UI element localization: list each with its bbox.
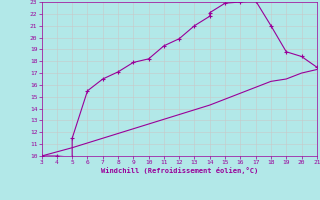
X-axis label: Windchill (Refroidissement éolien,°C): Windchill (Refroidissement éolien,°C) [100,167,258,174]
